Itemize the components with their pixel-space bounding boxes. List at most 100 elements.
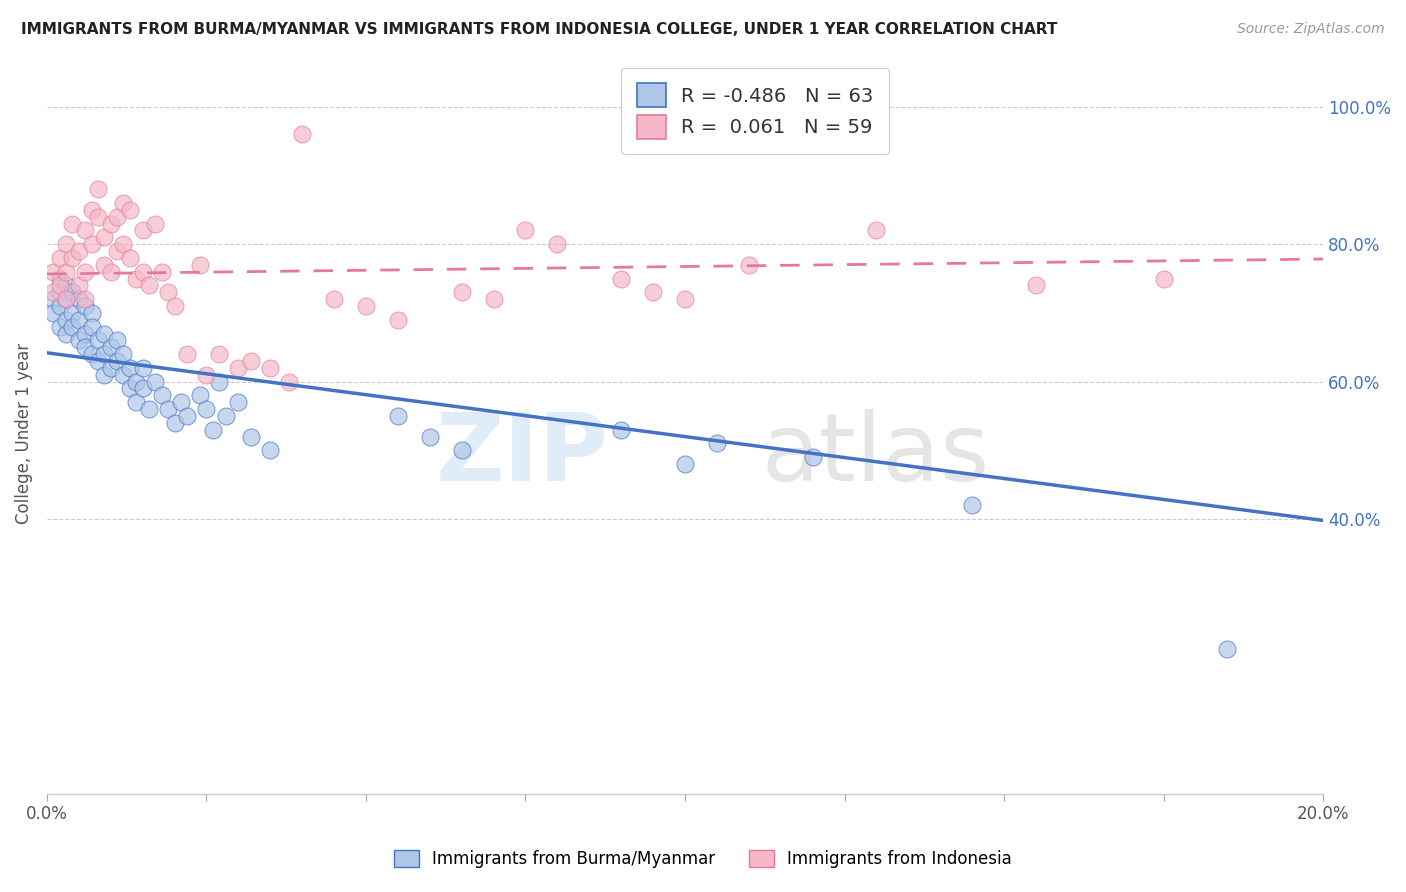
- Point: [55, 278, 77, 293]
- Point: [138, 278, 160, 293]
- Point: [105, 210, 128, 224]
- Point: [48, 251, 70, 265]
- Point: [62, 217, 84, 231]
- Point: [387, 409, 409, 423]
- Text: IMMIGRANTS FROM BURMA/MYANMAR VS IMMIGRANTS FROM INDONESIA COLLEGE, UNDER 1 YEAR: IMMIGRANTS FROM BURMA/MYANMAR VS IMMIGRA…: [21, 22, 1057, 37]
- Point: [188, 388, 211, 402]
- Point: [48, 278, 70, 293]
- Point: [419, 429, 441, 443]
- Point: [240, 429, 263, 443]
- Point: [176, 409, 198, 423]
- Point: [259, 443, 281, 458]
- Point: [150, 265, 173, 279]
- Point: [131, 223, 153, 237]
- Point: [291, 128, 314, 142]
- Point: [208, 375, 231, 389]
- Point: [118, 202, 141, 217]
- Point: [960, 498, 983, 512]
- Point: [75, 340, 97, 354]
- Text: atlas: atlas: [762, 409, 990, 500]
- Point: [125, 271, 148, 285]
- Point: [195, 402, 218, 417]
- Point: [80, 202, 103, 217]
- Text: ZIP: ZIP: [436, 409, 609, 500]
- Point: [387, 313, 409, 327]
- Point: [163, 416, 186, 430]
- Point: [546, 237, 568, 252]
- Point: [105, 354, 128, 368]
- Point: [515, 223, 537, 237]
- Point: [42, 265, 65, 279]
- Point: [93, 326, 115, 341]
- Point: [93, 347, 115, 361]
- Point: [208, 347, 231, 361]
- Point: [1216, 642, 1239, 657]
- Point: [118, 251, 141, 265]
- Point: [482, 292, 505, 306]
- Point: [62, 306, 84, 320]
- Point: [75, 223, 97, 237]
- Point: [131, 265, 153, 279]
- Point: [80, 306, 103, 320]
- Point: [75, 326, 97, 341]
- Point: [62, 285, 84, 300]
- Point: [80, 237, 103, 252]
- Point: [118, 360, 141, 375]
- Point: [55, 292, 77, 306]
- Point: [610, 271, 633, 285]
- Point: [55, 292, 77, 306]
- Point: [112, 237, 135, 252]
- Point: [67, 244, 90, 259]
- Point: [1153, 271, 1175, 285]
- Point: [643, 285, 665, 300]
- Point: [62, 251, 84, 265]
- Legend: R = -0.486   N = 63, R =  0.061   N = 59: R = -0.486 N = 63, R = 0.061 N = 59: [621, 68, 889, 154]
- Point: [80, 347, 103, 361]
- Point: [105, 334, 128, 348]
- Point: [100, 265, 122, 279]
- Point: [323, 292, 346, 306]
- Point: [80, 319, 103, 334]
- Point: [112, 196, 135, 211]
- Point: [42, 285, 65, 300]
- Point: [112, 368, 135, 382]
- Point: [55, 265, 77, 279]
- Point: [100, 340, 122, 354]
- Point: [42, 292, 65, 306]
- Point: [48, 319, 70, 334]
- Point: [673, 457, 696, 471]
- Point: [610, 423, 633, 437]
- Point: [42, 306, 65, 320]
- Point: [188, 258, 211, 272]
- Point: [176, 347, 198, 361]
- Point: [163, 299, 186, 313]
- Point: [87, 334, 110, 348]
- Point: [112, 347, 135, 361]
- Point: [145, 217, 167, 231]
- Point: [118, 381, 141, 395]
- Point: [55, 237, 77, 252]
- Point: [170, 395, 193, 409]
- Point: [138, 402, 160, 417]
- Point: [1025, 278, 1047, 293]
- Point: [87, 210, 110, 224]
- Point: [450, 443, 472, 458]
- Point: [150, 388, 173, 402]
- Point: [75, 265, 97, 279]
- Point: [55, 326, 77, 341]
- Point: [131, 381, 153, 395]
- Point: [62, 319, 84, 334]
- Point: [354, 299, 377, 313]
- Point: [48, 299, 70, 313]
- Point: [87, 182, 110, 196]
- Point: [100, 217, 122, 231]
- Point: [145, 375, 167, 389]
- Point: [131, 360, 153, 375]
- Point: [214, 409, 236, 423]
- Y-axis label: College, Under 1 year: College, Under 1 year: [15, 343, 32, 524]
- Point: [201, 423, 224, 437]
- Point: [93, 258, 115, 272]
- Point: [75, 299, 97, 313]
- Point: [93, 230, 115, 244]
- Point: [673, 292, 696, 306]
